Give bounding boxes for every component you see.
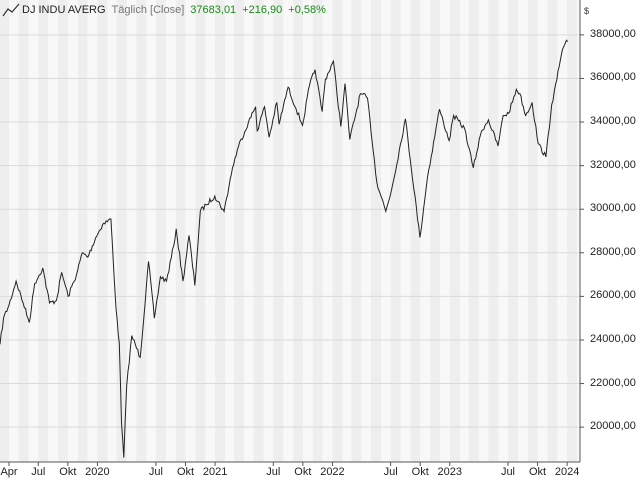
month-band — [547, 0, 558, 462]
x-tick-label: Jul — [31, 466, 46, 478]
y-tick-label: 26000,00 — [590, 289, 636, 302]
last-value: 37683,01 — [190, 4, 237, 16]
x-tick-label: Okt — [176, 466, 195, 478]
x-tick-label: Jul — [148, 466, 163, 478]
y-tick-label: 34000,00 — [590, 115, 636, 128]
y-tick-label: 36000,00 — [590, 71, 636, 84]
y-tick-label: 24000,00 — [590, 332, 636, 345]
month-band — [97, 0, 108, 462]
plot-background — [0, 0, 580, 462]
x-tick-label: 2022 — [320, 466, 345, 478]
month-band — [195, 0, 206, 462]
month-band — [253, 0, 264, 462]
y-tick-label: 22000,00 — [590, 376, 636, 389]
x-tick-label: Okt — [294, 466, 312, 478]
symbol-name: DJ INDU AVERG — [22, 4, 106, 16]
month-band — [136, 0, 147, 462]
month-band — [58, 0, 68, 462]
month-band — [273, 0, 284, 462]
x-tick-label: 2021 — [202, 466, 228, 478]
month-band — [371, 0, 381, 462]
x-tick-label: 2024 — [554, 466, 580, 478]
month-band — [390, 0, 401, 462]
change-value: +216,90 — [242, 4, 283, 16]
month-band — [312, 0, 323, 462]
period-label: Täglich [Close] — [111, 4, 185, 16]
month-band — [155, 0, 166, 462]
axes — [0, 0, 584, 466]
month-band — [116, 0, 127, 462]
month-band — [293, 0, 303, 462]
chart-header: DJ INDU AVERG Täglich [Close] 37683,01 +… — [0, 0, 332, 20]
month-band — [527, 0, 538, 462]
y-tick-label: 28000,00 — [590, 245, 636, 258]
x-tick-label: Jul — [266, 466, 281, 478]
month-band — [215, 0, 226, 462]
month-band — [567, 0, 578, 462]
month-band — [38, 0, 49, 462]
month-band — [410, 0, 421, 462]
month-band — [332, 0, 343, 462]
month-band — [351, 0, 362, 462]
y-tick-label: 30000,00 — [590, 202, 636, 215]
x-tick-label: 2020 — [85, 466, 110, 478]
month-band — [430, 0, 440, 462]
month-band — [449, 0, 460, 462]
month-band — [507, 0, 518, 462]
x-tick-label: Okt — [59, 466, 77, 478]
x-tick-label: Okt — [528, 466, 547, 478]
month-bands — [0, 0, 580, 462]
month-band — [18, 0, 29, 462]
month-band — [77, 0, 88, 462]
month-band — [175, 0, 186, 462]
y-tick-label: 32000,00 — [590, 158, 636, 171]
month-band — [488, 0, 499, 462]
month-band — [234, 0, 245, 462]
y-tick-label: 38000,00 — [590, 27, 636, 40]
x-tick-label: Jul — [383, 466, 398, 478]
x-tick-label: 2023 — [437, 466, 463, 478]
change-percent: +0,58% — [288, 4, 326, 16]
currency-label: $ — [584, 6, 590, 16]
month-band — [0, 0, 10, 462]
line-chart-icon — [2, 3, 20, 17]
x-tick-label: Apr — [0, 466, 18, 478]
x-tick-label: Jul — [500, 466, 515, 478]
series-line — [0, 39, 568, 458]
x-tick-label: Okt — [411, 466, 429, 478]
month-band — [468, 0, 479, 462]
y-tick-label: 20000,00 — [590, 420, 636, 433]
grid-lines — [0, 34, 580, 428]
